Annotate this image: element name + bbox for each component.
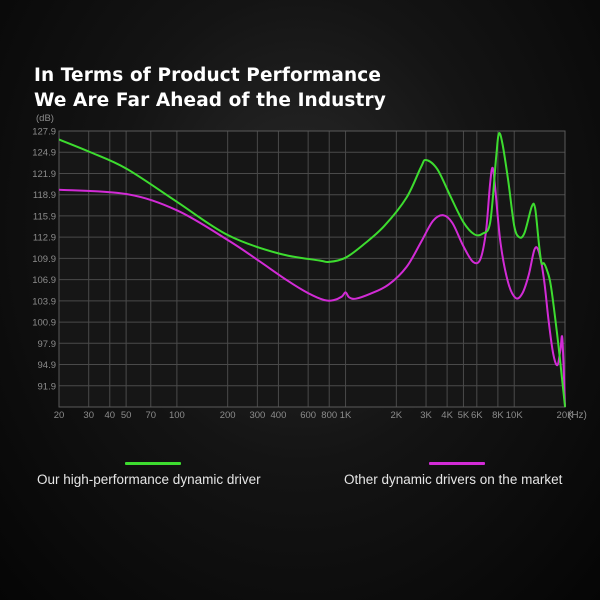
x-tick-label: 50 — [121, 410, 132, 421]
y-tick-label: 115.9 — [33, 211, 56, 222]
y-tick-label: 127.9 — [32, 127, 56, 138]
x-tick-label: 800 — [321, 410, 337, 421]
x-tick-label: 600 — [300, 410, 316, 421]
x-tick-label: 5K — [458, 410, 470, 421]
title-line-1: In Terms of Product Performance — [34, 65, 381, 86]
x-tick-label: 2K — [391, 410, 403, 421]
x-axis-unit-label: (Hz) — [568, 410, 587, 421]
y-tick-label: 91.9 — [38, 381, 57, 392]
x-tick-label: 20 — [54, 410, 65, 421]
y-tick-label: 109.9 — [32, 254, 56, 265]
y-tick-label: 124.9 — [32, 148, 56, 159]
x-tick-label: 3K — [420, 410, 432, 421]
x-tick-label: 10K — [506, 410, 524, 421]
y-tick-label: 118.9 — [33, 190, 56, 201]
x-tick-label: 20K — [557, 410, 575, 421]
x-tick-label: 30 — [83, 410, 94, 421]
series-line-ours — [59, 132, 566, 408]
legend-swatch-magenta — [429, 462, 485, 465]
x-tick-label: 6K — [471, 410, 483, 421]
legend-swatch-green — [125, 462, 181, 465]
y-tick-label: 106.9 — [32, 275, 56, 286]
legend-label-ours: Our high-performance dynamic driver — [37, 472, 261, 487]
legend-label-others: Other dynamic drivers on the market — [344, 472, 563, 487]
plot-frame — [58, 130, 566, 408]
y-tick-label: 97.9 — [38, 339, 57, 350]
title-line-2: We Are Far Ahead of the Industry — [34, 90, 386, 111]
plot-area — [59, 131, 565, 407]
x-tick-label: 1K — [340, 410, 352, 421]
y-axis-unit-label: (dB) — [36, 113, 54, 124]
x-tick-label: 4K — [441, 410, 453, 421]
x-tick-label: 40 — [104, 410, 115, 421]
x-tick-label: 70 — [145, 410, 156, 421]
y-tick-label: 121.9 — [32, 169, 56, 180]
chart-title: In Terms of Product Performance We Are F… — [34, 63, 386, 113]
x-tick-label: 200 — [220, 410, 236, 421]
x-tick-label: 400 — [271, 410, 287, 421]
x-tick-label: 100 — [169, 410, 185, 421]
y-tick-label: 100.9 — [32, 318, 56, 329]
y-tick-label: 112.9 — [33, 233, 56, 244]
x-tick-label: 8K — [492, 410, 504, 421]
y-tick-label: 94.9 — [38, 360, 57, 371]
x-tick-label: 300 — [249, 410, 265, 421]
y-tick-label: 103.9 — [32, 296, 56, 307]
